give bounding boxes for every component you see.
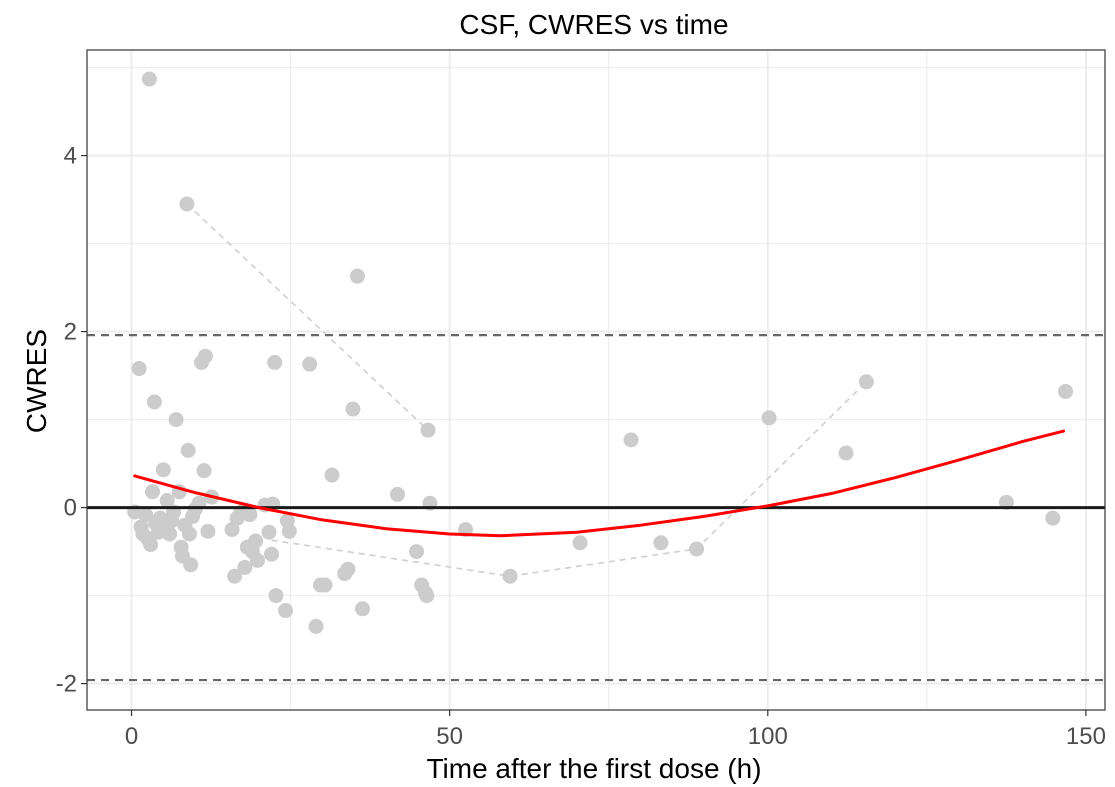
data-point bbox=[858, 374, 874, 390]
data-point bbox=[155, 462, 171, 478]
data-point bbox=[200, 523, 216, 539]
chart-title: CSF, CWRES vs time bbox=[459, 9, 728, 40]
data-point bbox=[168, 412, 184, 428]
y-tick-label: 2 bbox=[64, 319, 77, 346]
data-point bbox=[261, 524, 277, 540]
data-point bbox=[267, 354, 283, 370]
data-point bbox=[1045, 510, 1061, 526]
data-point bbox=[420, 422, 436, 438]
data-point bbox=[180, 442, 196, 458]
data-point bbox=[278, 603, 294, 619]
connecting-line bbox=[186, 203, 429, 431]
y-tick-label: 4 bbox=[64, 143, 77, 170]
x-tick-label: 0 bbox=[125, 723, 138, 750]
data-point bbox=[761, 410, 777, 426]
x-axis-title: Time after the first dose (h) bbox=[426, 753, 761, 784]
x-tick-label: 50 bbox=[436, 723, 463, 750]
data-point bbox=[349, 268, 365, 284]
data-point bbox=[623, 432, 639, 448]
data-point bbox=[281, 523, 297, 539]
y-axis-title: CWRES bbox=[21, 329, 52, 433]
data-point bbox=[340, 561, 356, 577]
x-tick-label: 100 bbox=[748, 723, 788, 750]
data-point bbox=[345, 401, 361, 417]
data-point bbox=[308, 618, 324, 634]
data-point bbox=[162, 526, 178, 542]
data-point bbox=[227, 568, 243, 584]
data-point bbox=[196, 463, 212, 479]
data-point bbox=[354, 601, 370, 617]
data-point bbox=[197, 348, 213, 364]
plot-panel: 0 50 100 150 -2 0 2 4 bbox=[56, 49, 1106, 750]
data-point bbox=[181, 526, 197, 542]
data-point bbox=[317, 577, 333, 593]
data-point bbox=[409, 544, 425, 560]
y-tick-label: 0 bbox=[64, 495, 77, 522]
data-point bbox=[302, 356, 318, 372]
data-point bbox=[689, 541, 705, 557]
data-point bbox=[138, 507, 154, 523]
data-point bbox=[242, 507, 258, 523]
data-point bbox=[183, 557, 199, 573]
data-point bbox=[224, 522, 240, 538]
data-point bbox=[419, 588, 435, 604]
smooth-curve bbox=[133, 429, 1066, 538]
data-point bbox=[141, 71, 157, 87]
data-point bbox=[389, 486, 405, 502]
data-point bbox=[998, 494, 1014, 510]
data-point bbox=[1058, 383, 1074, 399]
data-point bbox=[250, 552, 266, 568]
panel-border bbox=[86, 49, 1106, 711]
data-point bbox=[838, 445, 854, 461]
data-point bbox=[248, 533, 264, 549]
data-point bbox=[131, 361, 147, 377]
connecting-line bbox=[271, 381, 867, 578]
data-point bbox=[159, 493, 175, 509]
data-point bbox=[145, 484, 161, 500]
data-point bbox=[502, 568, 518, 584]
y-tick-label: -2 bbox=[56, 671, 77, 698]
data-point bbox=[237, 559, 253, 575]
data-point bbox=[143, 537, 159, 553]
data-point bbox=[268, 588, 284, 604]
data-point bbox=[324, 467, 340, 483]
panel-background bbox=[87, 50, 1105, 710]
data-point bbox=[146, 394, 162, 410]
data-point bbox=[179, 196, 195, 212]
data-point bbox=[572, 535, 588, 551]
data-point bbox=[653, 535, 669, 551]
x-tick-label: 150 bbox=[1066, 723, 1106, 750]
data-point bbox=[264, 546, 280, 562]
